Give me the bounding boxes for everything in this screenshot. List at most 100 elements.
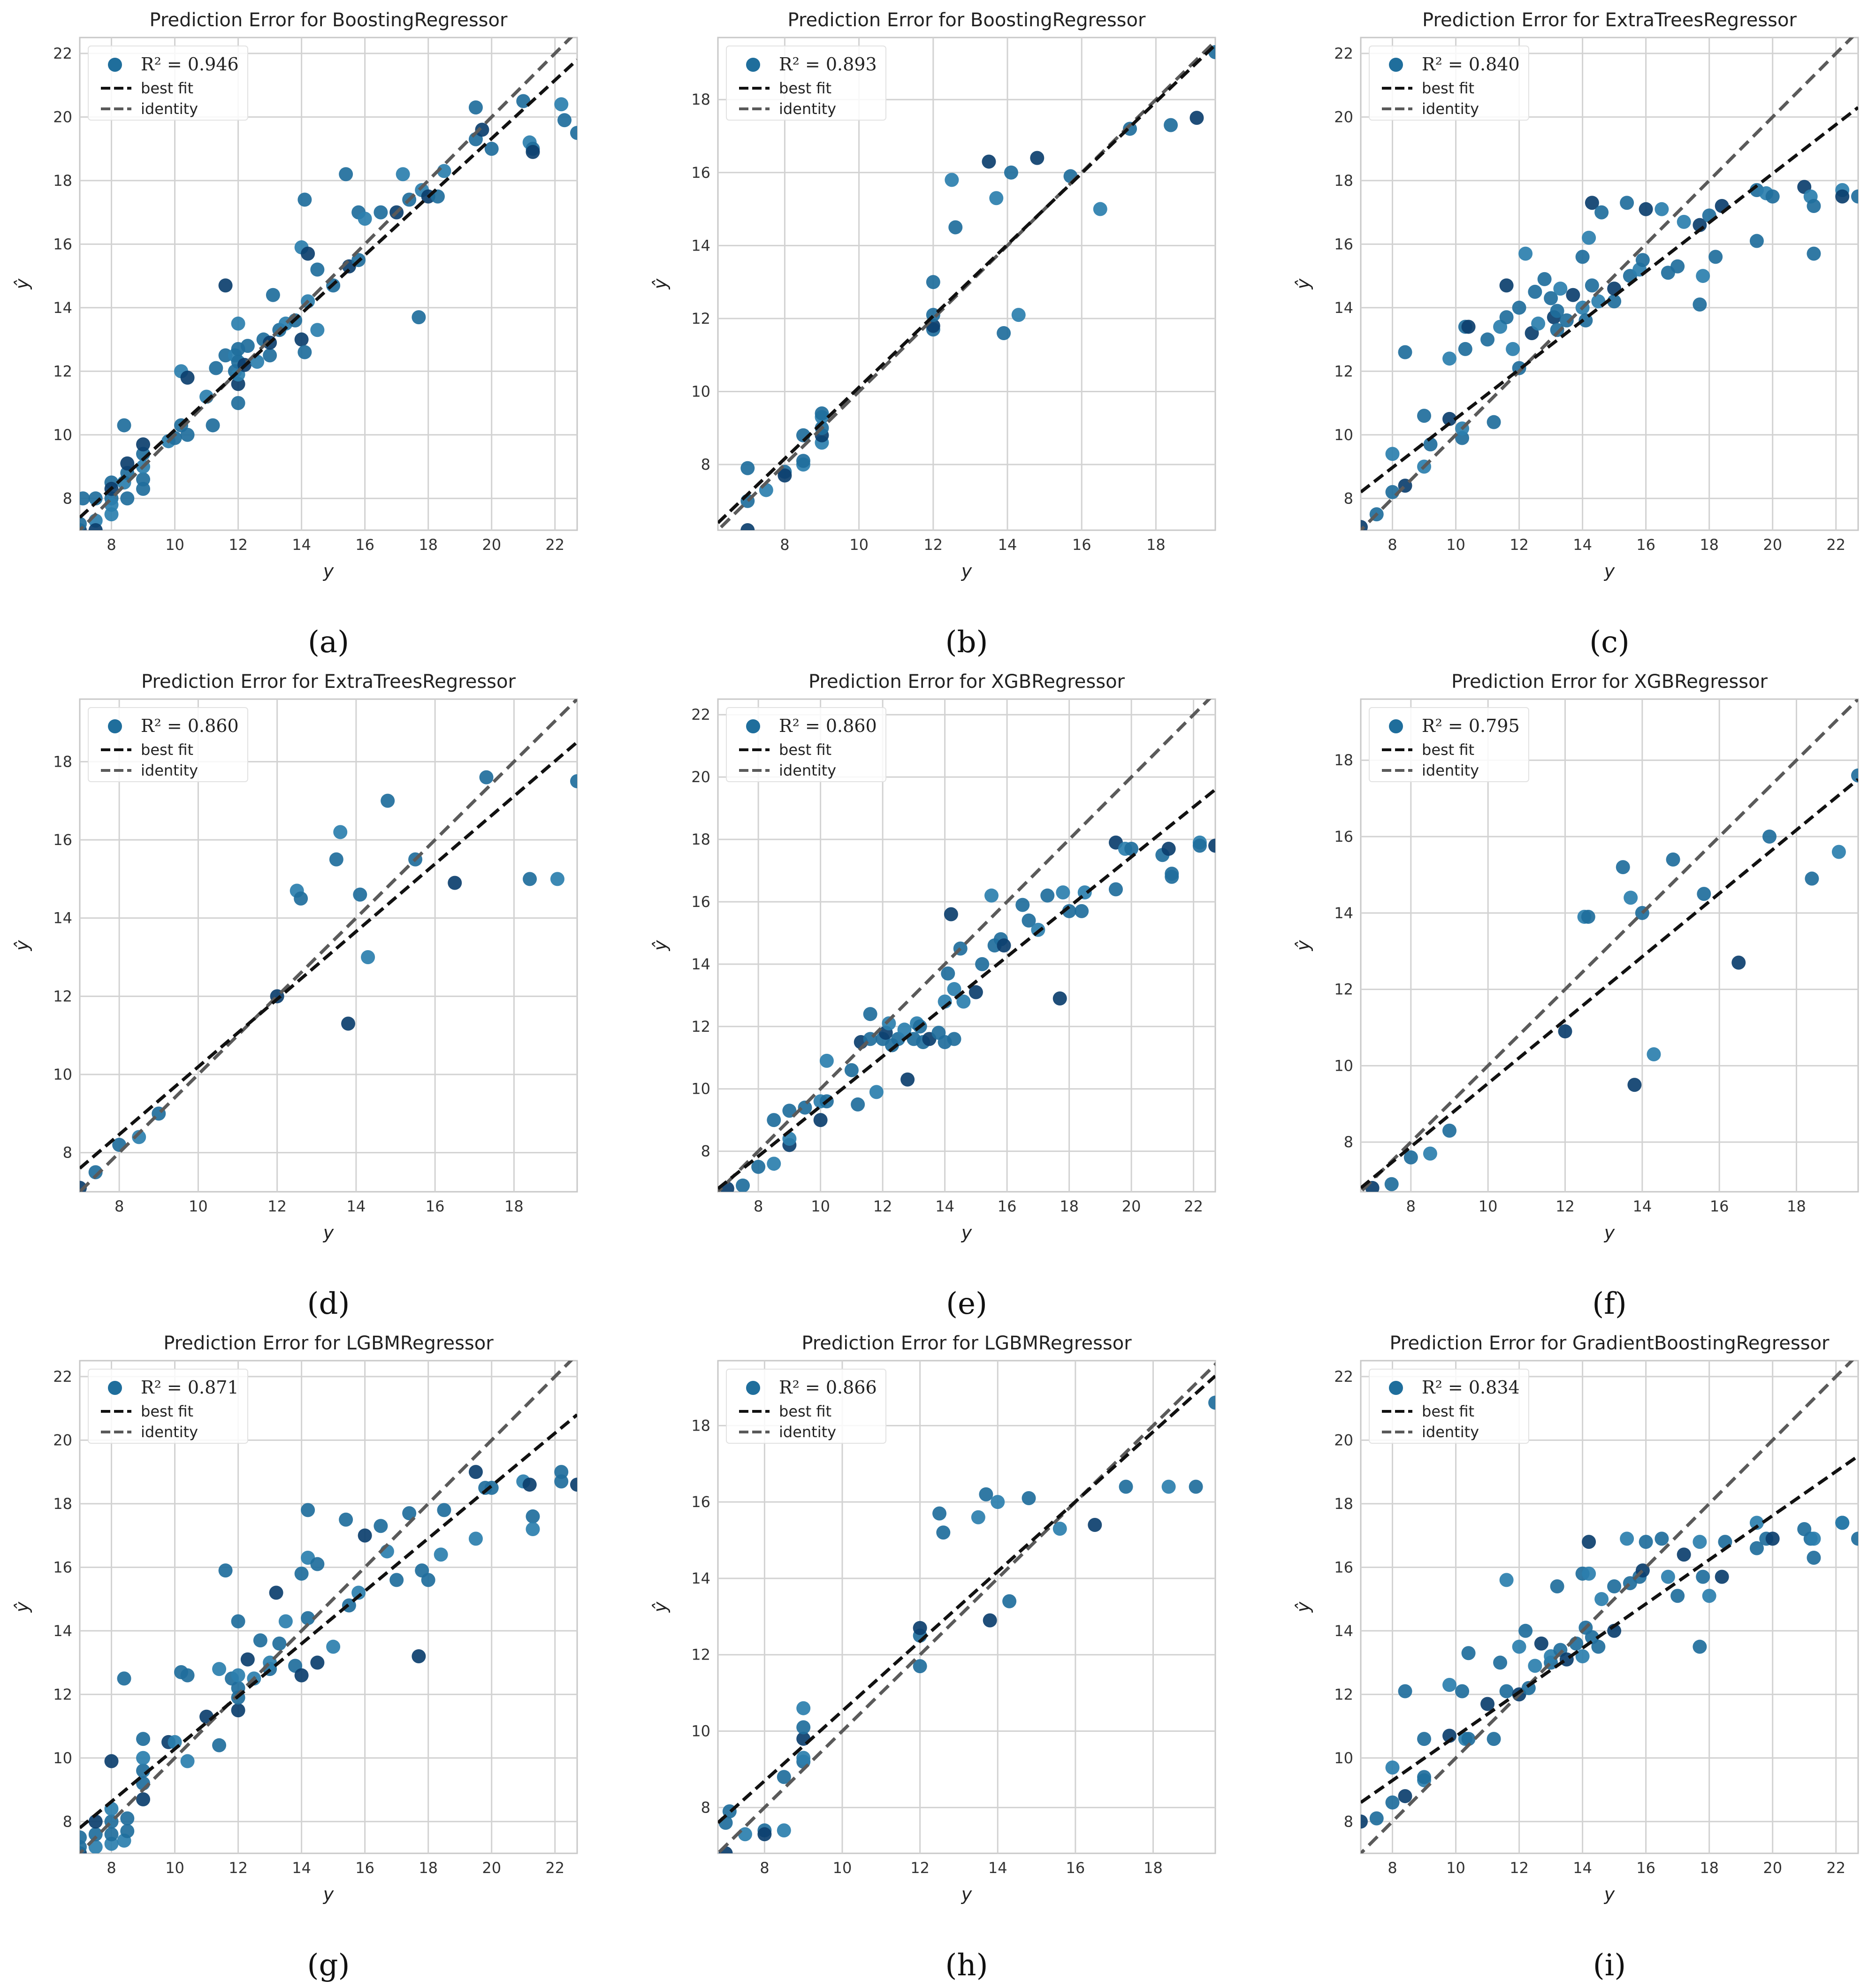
legend: R² = 0.834 best fit identity (1369, 1369, 1529, 1444)
data-point (1647, 1047, 1661, 1061)
data-point (231, 1703, 245, 1718)
legend-best-fit-label: best fit (1422, 79, 1474, 97)
data-point (1493, 1655, 1508, 1670)
legend-box (88, 46, 248, 121)
data-point (1639, 1535, 1653, 1549)
data-point (522, 1478, 537, 1492)
data-point (1544, 291, 1558, 305)
data-point (240, 339, 255, 353)
data-point (1499, 310, 1514, 325)
data-point (1807, 1531, 1821, 1546)
data-point (1635, 253, 1650, 267)
data-point (1749, 1541, 1764, 1555)
y-tick-label: 8 (1344, 1133, 1353, 1151)
y-tick-label: 18 (53, 753, 72, 770)
legend-box (1369, 46, 1529, 121)
legend: R² = 0.893 best fit identity (726, 46, 886, 121)
y-tick-label: 8 (63, 1144, 72, 1162)
data-point (358, 212, 372, 226)
chart-title: Prediction Error for LGBMRegressor (801, 1333, 1132, 1354)
panel-letter: (f) (1592, 1287, 1627, 1321)
data-point (1022, 1491, 1036, 1506)
data-point (468, 1465, 483, 1479)
data-point (1835, 189, 1850, 204)
legend-box (726, 1369, 886, 1444)
data-point (1461, 320, 1476, 334)
data-point (1749, 1516, 1764, 1530)
data-point (945, 173, 959, 187)
y-tick-label: 12 (53, 1685, 72, 1703)
data-point (80, 1830, 87, 1845)
y-tick-label: 16 (53, 831, 72, 849)
data-point (1487, 415, 1501, 429)
panel-letter: (e) (946, 1287, 987, 1321)
x-tick-label: 18 (1146, 536, 1166, 554)
y-tick-label: 10 (53, 426, 72, 444)
data-point (120, 491, 135, 506)
data-point (968, 985, 983, 999)
x-tick-label: 12 (1510, 1859, 1529, 1877)
data-point (1805, 871, 1819, 886)
y-tick-label: 14 (53, 909, 72, 927)
data-point (294, 1668, 309, 1683)
x-tick-label: 14 (1573, 536, 1592, 554)
data-point (813, 1113, 828, 1127)
y-tick-label: 8 (63, 1813, 72, 1830)
data-point (1398, 345, 1412, 359)
data-point (475, 122, 489, 137)
y-axis-label: ŷ (650, 278, 671, 289)
x-tick-label: 18 (419, 1859, 438, 1877)
data-point (209, 361, 223, 375)
y-tick-label: 8 (701, 456, 710, 473)
y-axis-label: ŷ (650, 940, 671, 951)
data-point (218, 1563, 233, 1578)
data-point (1670, 259, 1685, 274)
data-point (396, 167, 410, 182)
plot-inner (718, 1361, 1215, 1853)
data-point (1715, 1569, 1729, 1584)
y-tick-label: 14 (1334, 299, 1353, 317)
data-point (333, 825, 348, 839)
data-point (1582, 1566, 1596, 1581)
data-point (997, 938, 1011, 952)
data-point (1696, 269, 1710, 283)
y-tick-label: 16 (1334, 235, 1353, 253)
y-tick-label: 14 (691, 236, 710, 254)
x-tick-label: 12 (910, 1859, 930, 1877)
data-point (88, 491, 103, 506)
y-tick-label: 20 (1334, 108, 1353, 126)
data-point (1677, 1547, 1691, 1562)
best-fit-line (718, 1374, 1215, 1824)
legend-marker (746, 719, 760, 733)
best-fit-line (80, 58, 577, 519)
data-point (120, 1811, 135, 1826)
x-tick-label: 14 (1632, 1197, 1652, 1215)
data-point (434, 1547, 448, 1562)
x-axis-label: y (961, 1222, 972, 1243)
data-point (1566, 288, 1580, 302)
data-point (266, 288, 280, 302)
legend-r2-label: R² = 0.840 (1422, 54, 1520, 75)
chart-panel-c: 8 10 12 14 16 18 20 22 8 10 12 14 16 18 20 22 R² = 0.840… (1293, 9, 1859, 660)
x-tick-label: 16 (1710, 1197, 1729, 1215)
x-tick-label: 20 (1763, 1859, 1782, 1877)
legend-marker (1389, 719, 1403, 733)
data-point (1480, 332, 1495, 347)
data-point (120, 1824, 135, 1838)
data-point (989, 191, 1004, 206)
chart-panel-d: 8 10 12 14 16 18 8 10 12 14 16 18 R² = 0.860 best fit… (12, 671, 578, 1321)
data-point (759, 483, 773, 497)
data-point (1052, 1522, 1067, 1536)
x-tick-label: 22 (545, 1859, 564, 1877)
data-point (136, 472, 151, 487)
best-fit-line (80, 741, 577, 1170)
data-point (983, 1613, 997, 1628)
legend-identity-label: identity (1422, 1423, 1479, 1441)
data-point (437, 1503, 451, 1517)
legend-box (88, 1369, 248, 1444)
y-axis-label: ŷ (1293, 1601, 1313, 1613)
x-tick-label: 10 (833, 1859, 852, 1877)
x-axis-label: y (1604, 1222, 1615, 1243)
data-point (412, 310, 426, 325)
data-point (1461, 1732, 1476, 1746)
